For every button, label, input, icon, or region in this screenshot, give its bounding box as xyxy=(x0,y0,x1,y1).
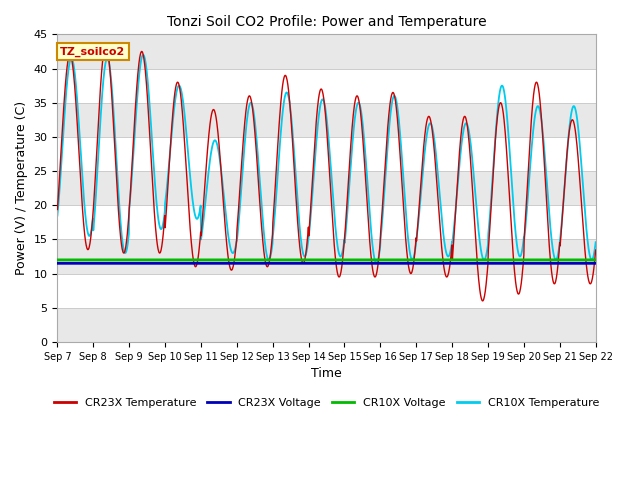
Bar xyxy=(58,171,596,205)
Bar xyxy=(58,35,596,69)
Bar xyxy=(58,240,596,274)
Y-axis label: Power (V) / Temperature (C): Power (V) / Temperature (C) xyxy=(15,101,28,275)
Text: TZ_soilco2: TZ_soilco2 xyxy=(60,47,125,57)
Title: Tonzi Soil CO2 Profile: Power and Temperature: Tonzi Soil CO2 Profile: Power and Temper… xyxy=(167,15,486,29)
Bar xyxy=(58,103,596,137)
Bar xyxy=(58,308,596,342)
Legend: CR23X Temperature, CR23X Voltage, CR10X Voltage, CR10X Temperature: CR23X Temperature, CR23X Voltage, CR10X … xyxy=(49,394,604,412)
X-axis label: Time: Time xyxy=(311,367,342,380)
